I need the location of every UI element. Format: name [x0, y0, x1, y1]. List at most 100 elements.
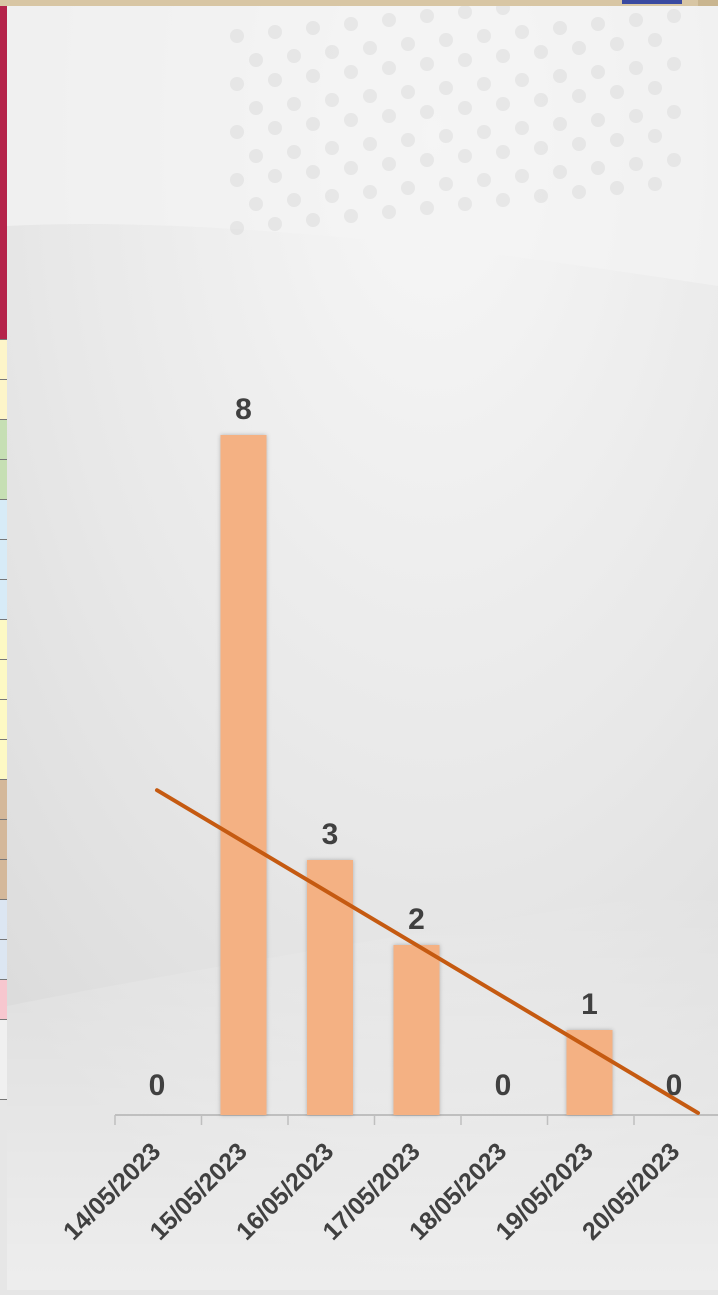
strip-cell [0, 1020, 7, 1100]
strip-cell [0, 380, 7, 420]
background-dot [344, 113, 358, 127]
background-dot [629, 13, 643, 27]
strip-cell [0, 620, 7, 660]
background-dot [648, 33, 662, 47]
strip-cell [0, 6, 7, 340]
background-dot [667, 57, 681, 71]
background-dot [230, 125, 244, 139]
corner-icon[interactable] [698, 0, 718, 6]
background-dot [477, 173, 491, 187]
background-dot [610, 181, 624, 195]
toolbar-widget[interactable] [622, 0, 682, 4]
bar [307, 860, 353, 1115]
background-wave-top [7, 6, 718, 286]
data-label: 0 [495, 1069, 512, 1102]
background-dot [268, 73, 282, 87]
background-dot [477, 125, 491, 139]
background-dot [306, 165, 320, 179]
background-dot [553, 165, 567, 179]
bar [566, 1030, 613, 1115]
background-dot [496, 193, 510, 207]
background-dot [420, 57, 434, 71]
background-dot [534, 189, 548, 203]
strip-cell [0, 980, 7, 1020]
background-dot [325, 189, 339, 203]
strip-cell [0, 740, 7, 780]
background-dot [249, 101, 263, 115]
background-dot [515, 25, 529, 39]
background-dot [496, 145, 510, 159]
background-dot [553, 69, 567, 83]
background-dot [306, 117, 320, 131]
background-dot [306, 213, 320, 227]
data-label: 2 [408, 903, 425, 936]
strip-cell [0, 580, 7, 620]
background-dot [363, 137, 377, 151]
background-dot [230, 29, 244, 43]
background-dot [401, 37, 415, 51]
background-dot [306, 69, 320, 83]
background-dot [496, 97, 510, 111]
background-dot [401, 133, 415, 147]
bar [393, 945, 440, 1115]
background-dot [287, 97, 301, 111]
background-dot [629, 109, 643, 123]
background-dot [268, 217, 282, 231]
strip-cell [0, 860, 7, 900]
background-dot [249, 53, 263, 67]
background-dot [553, 117, 567, 131]
background-dot [477, 29, 491, 43]
bar [220, 435, 267, 1115]
spreadsheet-row-strip [0, 6, 7, 1186]
strip-cell [0, 700, 7, 740]
background-dot [458, 197, 472, 211]
background-dot [458, 149, 472, 163]
background-dot [458, 53, 472, 67]
background-dot [629, 157, 643, 171]
background-dot [572, 41, 586, 55]
background-dot [610, 133, 624, 147]
strip-cell [0, 420, 7, 460]
background-dot [363, 41, 377, 55]
background-dot [591, 161, 605, 175]
background-dot [401, 181, 415, 195]
strip-cell [0, 540, 7, 580]
background-dot [439, 177, 453, 191]
data-labels: 0 8 3 2 0 1 0 [149, 393, 683, 1102]
background-dot [572, 185, 586, 199]
background-dot [553, 21, 567, 35]
strip-cell [0, 940, 7, 980]
background-dot [648, 81, 662, 95]
background-dot [420, 201, 434, 215]
background-dot [363, 185, 377, 199]
strip-cell [0, 900, 7, 940]
background-dot [344, 17, 358, 31]
background-dot [629, 61, 643, 75]
background-dot [287, 145, 301, 159]
strip-cell [0, 500, 7, 540]
strip-cell [0, 460, 7, 500]
background-dot [534, 141, 548, 155]
background-dot [382, 13, 396, 27]
background-dot-pattern [230, 1, 681, 235]
background-dot [572, 137, 586, 151]
background-dot [325, 141, 339, 155]
background-dot [344, 65, 358, 79]
background-dot [515, 121, 529, 135]
background-dot [667, 9, 681, 23]
background-dot [249, 197, 263, 211]
bars [220, 435, 613, 1115]
background-dot [439, 33, 453, 47]
background-dot [249, 149, 263, 163]
background-dot [439, 81, 453, 95]
background-dot [401, 85, 415, 99]
background-dot [325, 93, 339, 107]
background-dot [591, 65, 605, 79]
background-dot [230, 77, 244, 91]
background-dot [515, 73, 529, 87]
background-dot [230, 173, 244, 187]
background-dot [648, 129, 662, 143]
background-dot [344, 161, 358, 175]
